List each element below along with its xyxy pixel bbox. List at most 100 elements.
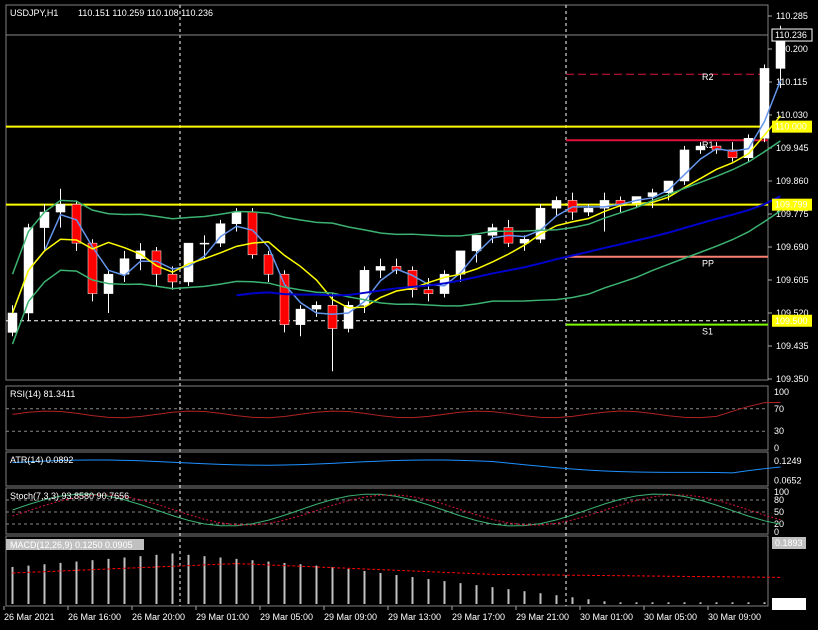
price-tick-label: 109.435 (776, 341, 809, 351)
candle-body (167, 273, 178, 283)
candle-body (359, 270, 370, 306)
candle-body (71, 204, 82, 244)
time-tick-label: 30 Mar 01:00 (580, 612, 633, 622)
candle-body (87, 242, 98, 294)
level-low-label: 109.500 (775, 316, 808, 326)
stoch-axis-label: 100 (774, 487, 789, 497)
price-tick-label: 109.350 (776, 374, 809, 384)
macd-signal-line (12, 563, 781, 578)
price-tick-label: 109.945 (776, 143, 809, 153)
price-tick-label: 109.860 (776, 176, 809, 186)
ohlc-label: 110.151 110.259 110.108 110.236 (78, 8, 213, 18)
rsi-label: RSI(14) 81.3411 (10, 389, 75, 399)
candle-body (599, 200, 610, 209)
time-tick-label: 30 Mar 09:00 (708, 612, 761, 622)
candle-body (647, 192, 658, 197)
macd-axis-zero: 0.0000 (775, 599, 803, 609)
yellow-ma-line (11, 115, 782, 314)
level-mid-label: 109.799 (775, 200, 808, 210)
level-high-label: 110.000 (775, 122, 807, 132)
atr-axis-label: 0.1249 (774, 456, 802, 466)
candle-body (39, 211, 50, 228)
price-tick-label: 109.690 (776, 242, 809, 252)
time-tick-label: 29 Mar 21:00 (516, 612, 569, 622)
candle-body (407, 270, 418, 290)
candle-body (7, 312, 18, 333)
time-tick-label: 29 Mar 01:00 (196, 612, 249, 622)
rsi-axis-label: 70 (774, 404, 784, 414)
stoch-main-line (12, 493, 781, 527)
price-tick-label: 109.520 (776, 308, 809, 318)
candle-body (551, 200, 562, 209)
time-tick-label: 29 Mar 13:00 (388, 612, 441, 622)
symbol-label: USDJPY,H1 (10, 8, 58, 18)
current-price-label-box (772, 29, 812, 42)
rsi-axis-label: 0 (774, 443, 779, 453)
pivot-r2-label: R2 (702, 72, 714, 82)
candle-body (727, 149, 738, 158)
pivot-s1-label: S1 (702, 327, 713, 337)
atr-panel (5, 451, 769, 487)
current-price-label: 110.236 (775, 30, 807, 40)
candle-body (279, 273, 290, 325)
candle-body (295, 308, 306, 325)
candle-body (759, 68, 770, 139)
stoch-axis-label: 80 (774, 495, 784, 505)
candle-body (535, 207, 546, 240)
time-tick-label: 26 Mar 16:00 (68, 612, 121, 622)
level-high-label-box (772, 120, 812, 133)
price-tick-label: 110.030 (776, 110, 808, 120)
stoch-panel (5, 487, 769, 535)
upper-band-line (11, 140, 781, 275)
stoch-axis-label: 0 (774, 527, 779, 537)
candle-body (55, 204, 66, 213)
macd-top-box (772, 537, 806, 549)
rsi-panel (5, 385, 769, 451)
candle-body (199, 242, 210, 245)
candle-body (471, 235, 482, 252)
candle-body (311, 304, 322, 310)
pivot-pp-label: PP (702, 259, 714, 269)
candle-body (583, 207, 594, 213)
price-tick-label: 109.775 (776, 209, 809, 219)
pivot-r1-label: R1 (702, 140, 714, 150)
candle-body (663, 180, 674, 193)
atr-line (12, 459, 781, 474)
price-tick-label: 110.285 (776, 11, 808, 21)
candle-body (375, 266, 386, 271)
time-tick-label: 29 Mar 09:00 (324, 612, 377, 622)
candle-body (679, 149, 690, 182)
price-tick-label: 109.605 (776, 275, 809, 285)
candle-body (263, 254, 274, 275)
candle-body (423, 289, 434, 294)
price-tick-label: 110.200 (776, 44, 808, 54)
rsi-axis-label: 100 (774, 387, 789, 397)
lower-band-line (11, 210, 781, 345)
level-mid-label-box (772, 198, 812, 211)
time-tick-label: 30 Mar 05:00 (644, 612, 697, 622)
price-tick-label: 110.115 (776, 77, 807, 87)
macd-label: MACD(12,26,9) 0.1250 0.0905 (10, 540, 133, 550)
macd-zero-box (772, 598, 806, 610)
rsi-axis-label: 30 (774, 426, 784, 436)
time-tick-label: 29 Mar 17:00 (452, 612, 505, 622)
stoch-axis-label: 50 (774, 507, 784, 517)
main-panel (5, 4, 769, 381)
time-tick-label: 26 Mar 20:00 (132, 612, 185, 622)
time-tick-label: 26 Mar 2021 (4, 612, 55, 622)
atr-label: ATR(14) 0.0892 (10, 455, 73, 465)
candle-body (327, 304, 338, 329)
rsi-line (12, 401, 781, 419)
macd-label-box (6, 539, 144, 550)
current-price-border (771, 28, 813, 42)
slow-ma-line (236, 195, 781, 297)
candle-body (231, 211, 242, 224)
candle-body (119, 258, 130, 275)
fast-ma-line (11, 80, 782, 316)
atr-axis-label: 0.0652 (774, 476, 802, 486)
candle-body (455, 250, 466, 275)
level-low-label-box (772, 314, 812, 327)
stoch-label: Stoch(7,3,3) 93.8580 90.7656 (10, 491, 129, 501)
candle-body (695, 145, 706, 151)
